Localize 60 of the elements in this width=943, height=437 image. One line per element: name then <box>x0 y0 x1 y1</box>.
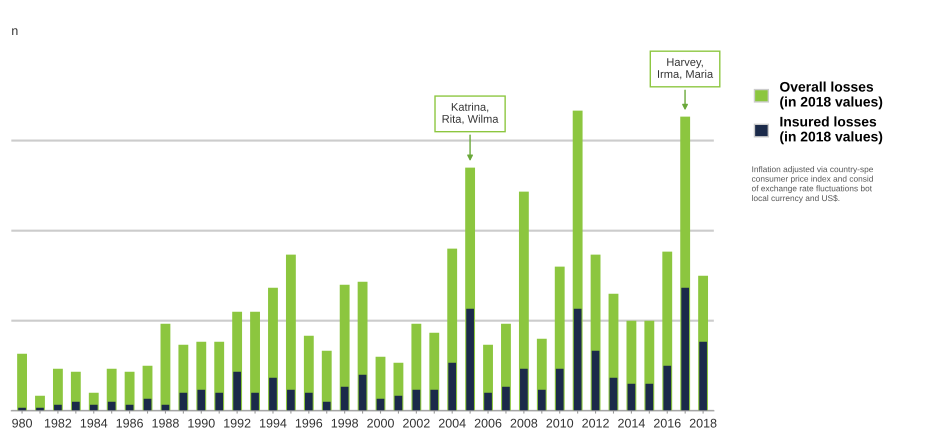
bar <box>197 390 206 411</box>
bar <box>520 368 528 411</box>
text: n <box>12 28 18 35</box>
bar <box>17 354 27 411</box>
x-tick-label: 2008 <box>510 418 538 428</box>
x-tick-label: 1988 <box>152 418 179 428</box>
bar <box>466 308 474 411</box>
x-tick-label: 1992 <box>224 418 250 428</box>
text: Inflation adjusted via country-spe consumer price index and consid of exchange rate fluctuations bot local currency and US$. <box>752 166 874 203</box>
x-tick-label: 2018 <box>690 418 716 428</box>
bar <box>286 254 296 411</box>
bar <box>304 392 313 411</box>
bar <box>144 398 152 411</box>
bar <box>681 288 690 411</box>
legend-label: Overall losses (in 2018 values) <box>780 82 882 110</box>
bar <box>484 392 492 411</box>
x-tick-label: 1990 <box>188 418 215 428</box>
bar <box>180 392 188 411</box>
bar <box>412 390 420 411</box>
x-tick-label: 980 <box>12 418 32 428</box>
x-tick-label: 2006 <box>474 418 502 428</box>
bar <box>699 342 707 411</box>
annotation: Katrina, Rita, Wilma <box>442 102 498 124</box>
text: Harvey, Irma, Maria <box>658 58 714 80</box>
bar <box>340 386 349 411</box>
bar <box>269 378 277 411</box>
x-tick-label: 1998 <box>332 418 358 428</box>
bar <box>394 396 402 411</box>
bar <box>251 392 259 411</box>
x-tick-label: 2002 <box>403 418 430 428</box>
bar <box>52 368 63 411</box>
bar <box>592 350 600 411</box>
bar <box>160 324 170 411</box>
bar <box>502 386 510 411</box>
bar <box>215 392 224 411</box>
bar <box>376 398 384 411</box>
x-tick-label: 2016 <box>654 418 681 428</box>
x-tick-label: 1996 <box>296 418 322 428</box>
bar <box>448 362 456 411</box>
bar <box>556 368 564 411</box>
x-tick-label: 2012 <box>582 418 609 428</box>
x-tick-label: 2014 <box>618 418 645 428</box>
bar <box>233 372 241 411</box>
x-tick-label: 1994 <box>260 418 287 428</box>
x-tick-label: 1984 <box>80 418 108 428</box>
x-tick-label: 1982 <box>44 418 72 428</box>
bar <box>538 390 546 411</box>
bar <box>663 366 672 411</box>
bar <box>287 390 295 411</box>
bar <box>358 374 366 411</box>
legend-label: Insured losses (in 2018 values) <box>780 116 882 144</box>
x-tick-label: 2004 <box>438 418 466 428</box>
x-tick-label: 1986 <box>116 418 143 428</box>
bar <box>430 390 438 411</box>
bar <box>628 384 636 411</box>
x-tick-label: 2000 <box>367 418 394 428</box>
x-tick-label: 2010 <box>546 418 574 428</box>
bar <box>574 308 582 411</box>
bar <box>645 384 654 411</box>
bar <box>610 378 618 411</box>
